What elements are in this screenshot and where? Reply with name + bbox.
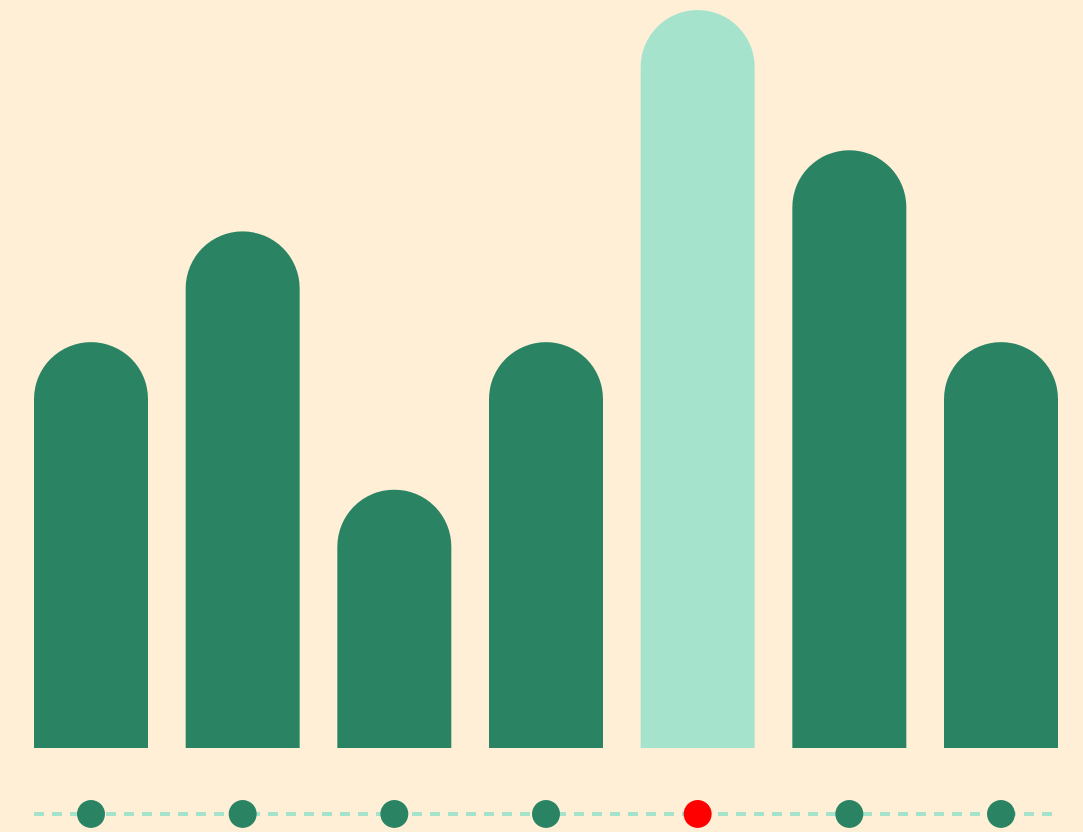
page-dot[interactable]	[987, 800, 1015, 828]
page-dot[interactable]	[683, 800, 712, 828]
page-dot[interactable]	[532, 800, 560, 828]
bar[interactable]	[792, 150, 907, 749]
page-dot[interactable]	[77, 800, 105, 828]
page-dot[interactable]	[380, 800, 409, 828]
bar[interactable]	[337, 489, 452, 748]
page-dot[interactable]	[228, 800, 257, 828]
page-dot[interactable]	[835, 800, 864, 828]
bar[interactable]	[185, 231, 300, 748]
bar[interactable]	[640, 10, 755, 749]
bar[interactable]	[489, 342, 603, 748]
bar[interactable]	[34, 342, 148, 748]
bar[interactable]	[944, 342, 1058, 748]
